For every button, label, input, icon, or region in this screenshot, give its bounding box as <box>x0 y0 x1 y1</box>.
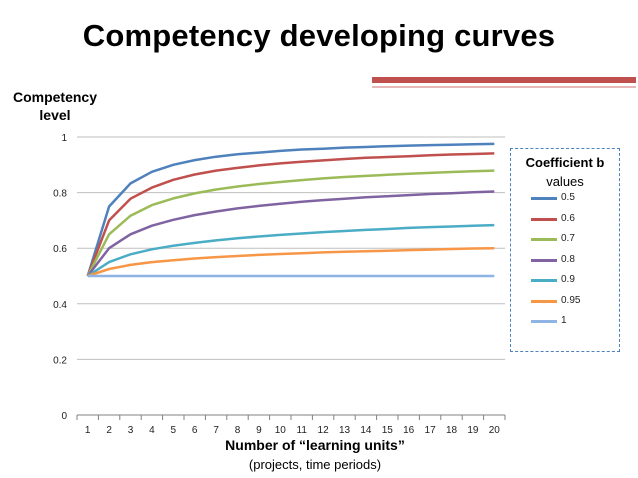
legend-title: Coefficient b values <box>511 153 619 191</box>
y-tick-label: 0.6 <box>53 244 67 255</box>
x-tick-label: 1 <box>85 425 91 436</box>
series-line-0_6 <box>86 152 495 277</box>
legend-label: 1 <box>561 315 567 326</box>
x-tick-label: 10 <box>275 425 287 436</box>
y-tick-label: 0.4 <box>53 300 67 311</box>
y-tick-label: 0.8 <box>53 189 67 200</box>
y-tick-label: 1 <box>61 133 67 144</box>
x-tick-label: 15 <box>382 425 394 436</box>
y-tick-label: 0 <box>61 411 67 422</box>
legend-swatch <box>531 238 557 241</box>
x-tick-label: 13 <box>339 425 351 436</box>
x-tick-label: 11 <box>297 425 308 436</box>
y-axis-title-line1: Competency <box>12 89 98 105</box>
series-line-0_7 <box>86 169 495 277</box>
legend-label: 0.9 <box>561 274 575 285</box>
legend-swatch <box>531 258 557 262</box>
x-tick-label: 6 <box>192 425 198 436</box>
legend-title-bold: Coefficient b <box>525 155 605 170</box>
legend-label: 0.8 <box>561 253 575 265</box>
legend-swatch <box>531 299 557 303</box>
y-tick-label: 0.2 <box>53 355 67 366</box>
x-tick-label: 8 <box>235 425 241 436</box>
x-tick-label: 20 <box>489 425 501 436</box>
x-axis-subtitle: (projects, time periods) <box>248 457 382 472</box>
x-tick-label: 17 <box>425 425 437 436</box>
gridlines <box>77 136 505 360</box>
x-tick-label: 7 <box>213 425 219 436</box>
legend-label: 0.6 <box>561 212 575 224</box>
legend: Coefficient b values 0.5 0.6 0.7 0.8 0.9 0.95… <box>510 148 620 352</box>
accent-bar-thin <box>372 86 636 88</box>
y-axis-title: Competency level <box>0 88 110 124</box>
x-tick-label: 4 <box>149 425 155 436</box>
x-tick-label: 16 <box>403 425 415 436</box>
x-tick-label: 2 <box>106 425 112 436</box>
x-tick-label: 9 <box>256 425 262 436</box>
x-tick-label: 18 <box>446 425 458 436</box>
series-line-0_9 <box>87 223 495 278</box>
legend-label: 0.7 <box>561 233 575 244</box>
legend-swatch <box>531 217 557 221</box>
x-tick-label: 5 <box>171 425 177 436</box>
series-line-0_5 <box>86 142 495 277</box>
legend-swatch <box>531 320 557 323</box>
x-tick-label: 14 <box>360 425 372 436</box>
x-tick-label: 19 <box>467 425 479 436</box>
slide-title: Competency developing curves <box>82 18 556 53</box>
legend-label: 0.5 <box>561 192 575 203</box>
series-line-0_95 <box>87 246 495 278</box>
axes: 00.20.40.60.811 2 3 4 5 6 7 8 9 10 11 12 13 14 15 16 17 1… <box>53 133 506 436</box>
y-axis-title-line2: level <box>39 107 71 123</box>
legend-swatch <box>531 279 557 282</box>
x-axis-title: Number of “learning units” <box>225 437 405 453</box>
legend-title-line2: values <box>546 174 584 189</box>
accent-bar <box>372 77 636 83</box>
legend-label: 0.95 <box>561 294 581 306</box>
legend-swatch <box>531 197 557 200</box>
series-line-0_8 <box>86 190 495 277</box>
x-tick-label: 12 <box>318 425 330 436</box>
x-tick-label: 3 <box>128 425 134 436</box>
series-lines <box>86 142 495 278</box>
